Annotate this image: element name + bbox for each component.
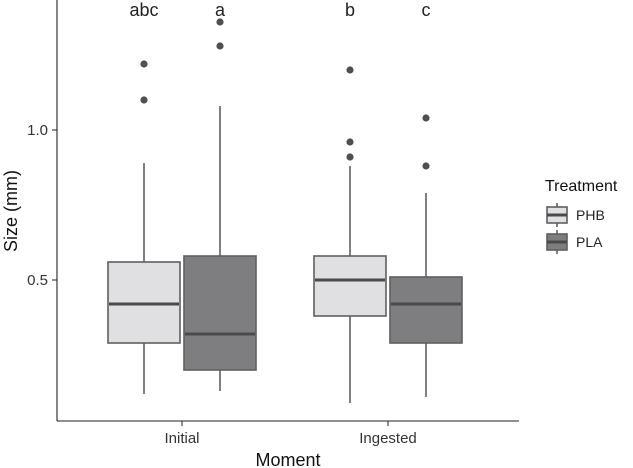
outlier-point xyxy=(216,42,224,50)
x-axis-title: Moment xyxy=(255,450,320,468)
y-tick-label: 1.0 xyxy=(27,122,48,139)
significance-letter: a xyxy=(215,0,226,20)
iqr-box xyxy=(313,255,387,317)
legend-key-phb xyxy=(546,203,568,227)
outlier-point xyxy=(216,18,224,26)
y-tick-label: 0.5 xyxy=(27,272,48,289)
legend-title: Treatment xyxy=(545,178,618,195)
box-phb-ingested: b xyxy=(313,0,387,403)
outlier-point xyxy=(140,60,148,68)
significance-letter: abc xyxy=(129,0,158,20)
plot-area: abc b a c xyxy=(107,0,463,403)
legend-key-pla xyxy=(546,230,568,254)
x-axis-ticks: Initial Ingested xyxy=(164,421,417,447)
legend: Treatment PHB PLA xyxy=(545,178,618,254)
legend-label-phb: PHB xyxy=(576,207,605,223)
y-axis-title: Size (mm) xyxy=(1,170,21,252)
significance-letter: b xyxy=(345,0,355,20)
iqr-box xyxy=(389,276,463,344)
outlier-point xyxy=(346,153,354,161)
outlier-point xyxy=(140,96,148,104)
x-tick-label: Initial xyxy=(164,430,199,447)
box-phb-initial: abc xyxy=(107,0,181,394)
significance-letter: c xyxy=(422,0,431,20)
box-pla-ingested: c xyxy=(389,0,463,397)
box-pla-initial: a xyxy=(183,0,257,391)
x-tick-label: Ingested xyxy=(359,430,417,447)
outlier-point xyxy=(422,162,430,170)
legend-label-pla: PLA xyxy=(576,234,603,250)
outlier-point xyxy=(346,66,354,74)
iqr-box xyxy=(183,255,257,371)
y-axis-ticks: 0.5 1.0 xyxy=(27,122,57,289)
outlier-point xyxy=(422,114,430,122)
outlier-point xyxy=(346,138,354,146)
